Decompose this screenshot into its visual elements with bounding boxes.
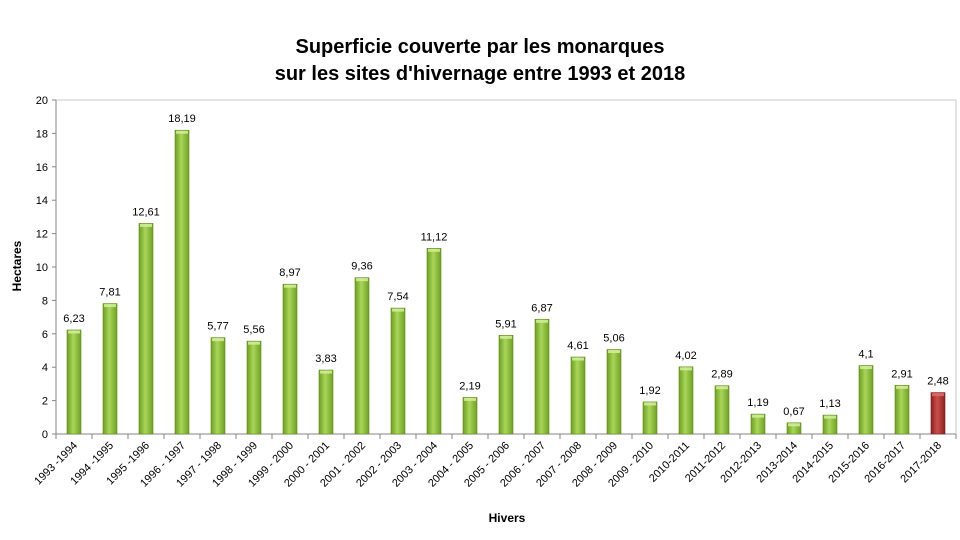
y-tick-label: 10 — [36, 262, 48, 274]
bar — [786, 422, 802, 435]
bar-top-bevel — [788, 423, 800, 427]
bar — [354, 277, 370, 435]
bar-top-bevel — [500, 335, 512, 339]
data-label: 1,13 — [819, 398, 840, 410]
bar-top-bevel — [248, 341, 260, 345]
bar-top-bevel — [716, 386, 728, 390]
bar-top-bevel — [644, 402, 656, 406]
bar — [930, 392, 946, 435]
bar-top-bevel — [536, 319, 548, 323]
data-label: 4,1 — [858, 349, 873, 361]
bar-top-bevel — [680, 367, 692, 371]
bar — [462, 397, 478, 435]
bar — [678, 366, 694, 435]
bar-top-bevel — [428, 248, 440, 252]
chart-title: Superficie couverte par les monarques su… — [0, 34, 960, 88]
bar-top-bevel — [356, 278, 368, 282]
bar-top-bevel — [608, 349, 620, 353]
bar-top-bevel — [824, 415, 836, 419]
x-axis-title: Hivers — [489, 511, 526, 525]
bar — [390, 307, 406, 435]
bar — [606, 349, 622, 435]
data-label: 6,87 — [531, 302, 552, 314]
y-tick-label: 0 — [42, 429, 48, 441]
bar-top-bevel — [140, 223, 152, 227]
bar-top-bevel — [320, 370, 332, 374]
data-label: 3,83 — [315, 353, 336, 365]
data-label: 18,19 — [168, 113, 196, 125]
y-tick-label: 18 — [36, 128, 48, 140]
y-tick-label: 2 — [42, 396, 48, 408]
chart-title-line1: Superficie couverte par les monarques — [295, 36, 665, 58]
bar-top-bevel — [284, 284, 296, 288]
bar — [750, 413, 766, 435]
y-tick-label: 14 — [36, 195, 48, 207]
bar-top-bevel — [932, 393, 944, 397]
bar — [138, 223, 154, 435]
y-tick-label: 20 — [36, 95, 48, 107]
bar-top-bevel — [104, 304, 116, 308]
bar-top-bevel — [572, 357, 584, 361]
bar — [894, 385, 910, 435]
data-label: 7,81 — [99, 287, 120, 299]
bar-top-bevel — [68, 330, 80, 334]
bar — [642, 401, 658, 435]
y-tick-label: 4 — [42, 362, 48, 374]
y-tick-label: 8 — [42, 295, 48, 307]
data-label: 5,06 — [603, 332, 624, 344]
data-label: 5,91 — [495, 318, 516, 330]
bar — [282, 283, 298, 435]
data-label: 4,61 — [567, 340, 588, 352]
bar — [426, 247, 442, 435]
bar-top-bevel — [392, 308, 404, 312]
data-label: 4,02 — [675, 350, 696, 362]
bar-top-bevel — [212, 338, 224, 342]
data-label: 8,97 — [279, 267, 300, 279]
chart-title-line2: sur les sites d'hivernage entre 1993 et … — [274, 63, 686, 85]
bar — [102, 303, 118, 435]
data-label: 1,19 — [747, 397, 768, 409]
data-label: 5,56 — [243, 324, 264, 336]
bar — [534, 318, 550, 435]
bar — [210, 337, 226, 435]
data-label: 6,23 — [63, 313, 84, 325]
y-axis-title: Hectares — [10, 240, 24, 291]
data-label: 0,67 — [783, 406, 804, 418]
bar — [246, 340, 262, 435]
data-label: 12,61 — [132, 206, 160, 218]
bar-top-bevel — [752, 414, 764, 418]
bar — [66, 329, 82, 435]
bar — [318, 369, 334, 435]
bar — [498, 335, 514, 435]
data-label: 1,92 — [639, 385, 660, 397]
data-label: 5,77 — [207, 321, 228, 333]
data-label: 7,54 — [387, 291, 408, 303]
data-label: 2,48 — [927, 376, 948, 388]
bar-top-bevel — [464, 397, 476, 401]
data-label: 9,36 — [351, 261, 372, 273]
data-label: 2,91 — [891, 368, 912, 380]
data-label: 11,12 — [421, 231, 448, 243]
y-tick-label: 6 — [42, 329, 48, 341]
bar — [714, 385, 730, 435]
bar-top-bevel — [176, 130, 188, 134]
bar — [174, 129, 190, 435]
data-label: 2,19 — [459, 380, 480, 392]
bar — [822, 414, 838, 435]
bar — [570, 356, 586, 435]
y-tick-label: 12 — [36, 229, 48, 241]
data-label: 2,89 — [711, 369, 732, 381]
bar — [858, 365, 874, 435]
y-tick-label: 16 — [36, 162, 48, 174]
bar-top-bevel — [896, 385, 908, 389]
bar-top-bevel — [860, 366, 872, 370]
